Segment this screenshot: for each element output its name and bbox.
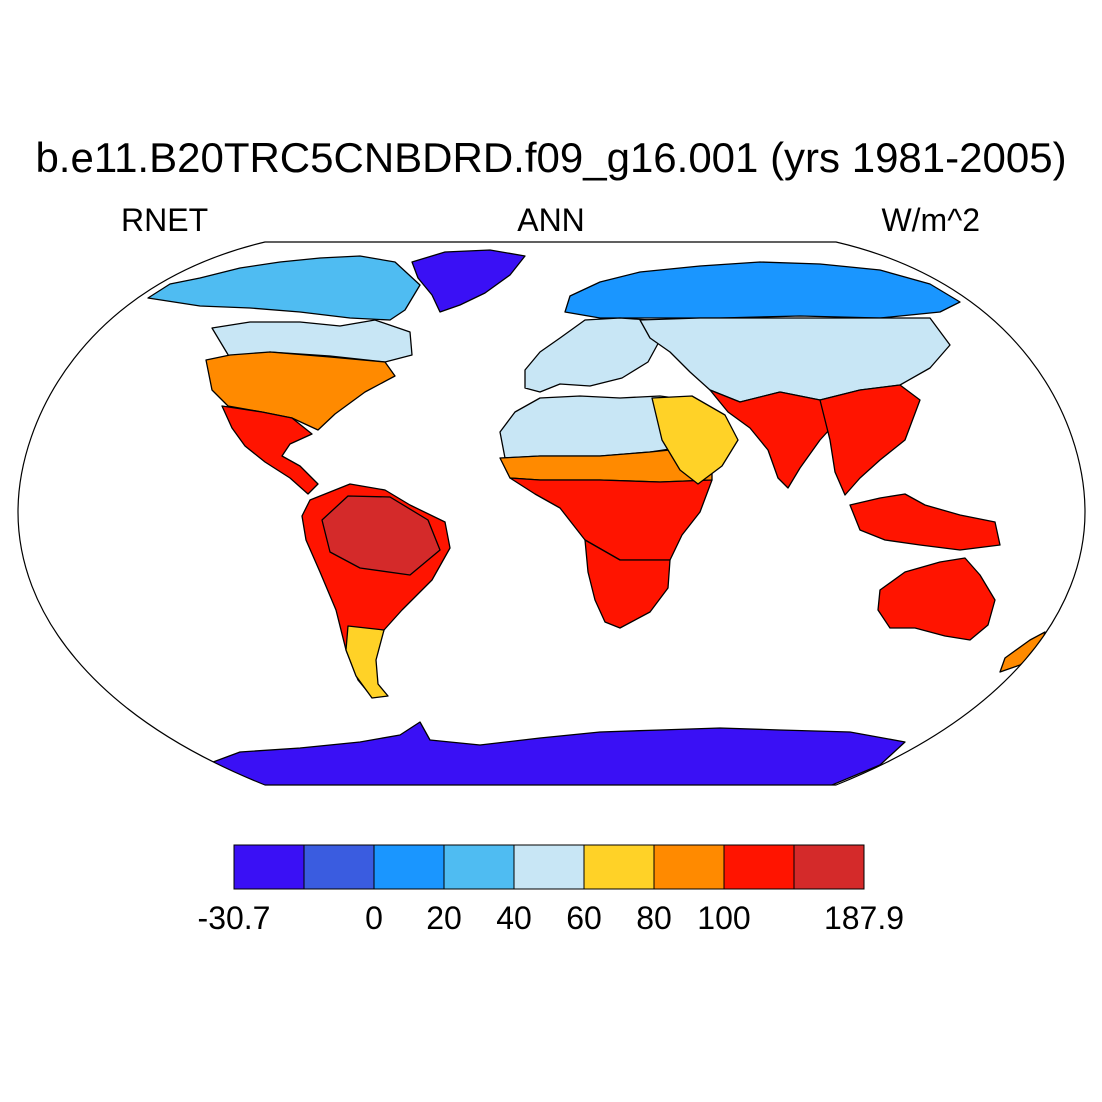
map-boundary: [17, 241, 1086, 786]
colorbar-tick-label: 40: [496, 900, 532, 936]
colorbar-box-8: [793, 844, 865, 890]
colorbar-tick-label: 80: [636, 900, 672, 936]
plot-title: b.e11.B20TRC5CNBDRD.f09_g16.001 (yrs 198…: [35, 134, 1067, 181]
colorbar-tick-label: 187.9: [823, 900, 905, 936]
arctic-canada-region: [147, 255, 421, 321]
southeast-asia-region: [819, 384, 921, 496]
maritime-continent-region: [849, 493, 1001, 551]
arabia-region: [651, 395, 739, 485]
colorbar-tick-label: 100: [697, 900, 751, 936]
north-siberia-region: [564, 261, 961, 319]
colorbar-tick-label: 60: [566, 900, 602, 936]
usa-region: [205, 351, 396, 431]
australia-region: [877, 557, 996, 641]
amazon-region: [321, 495, 441, 576]
south-asia-region: [709, 389, 841, 489]
units-label: W/m^2: [881, 202, 980, 238]
greenland-region: [411, 249, 526, 313]
colorbar-box-0: [233, 844, 305, 890]
colorbar-tick-label: 0: [365, 900, 383, 936]
season-label: ANN: [517, 202, 585, 238]
colorbar-box-3: [443, 844, 515, 890]
colorbar-box-5: [583, 844, 655, 890]
variable-label: RNET: [121, 202, 209, 238]
colorbar-tick-label: -30.7: [197, 900, 271, 936]
colorbar-box-2: [373, 844, 445, 890]
colorbar-box-7: [723, 844, 795, 890]
colorbar-box-6: [653, 844, 725, 890]
patagonia-region: [345, 625, 389, 699]
southern-africa-region: [584, 539, 671, 629]
colorbar-box-1: [303, 844, 375, 890]
colorbar-tick-label: 20: [426, 900, 462, 936]
mexico-central-america-region: [221, 405, 319, 495]
colorbar-box-4: [513, 844, 585, 890]
central-africa-region: [509, 477, 713, 561]
europe-region: [524, 317, 661, 393]
